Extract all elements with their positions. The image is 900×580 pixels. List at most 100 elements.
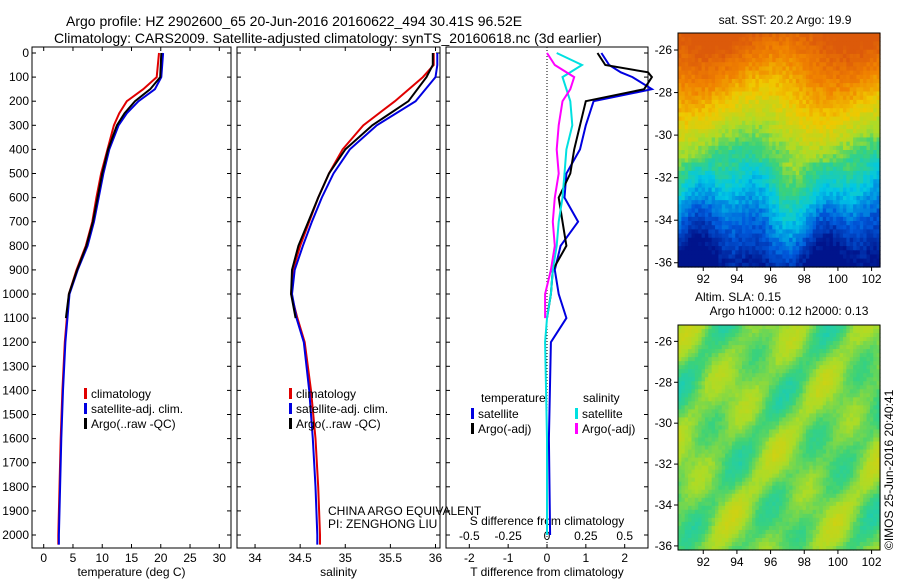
series-line [64, 52, 163, 319]
series-line [546, 52, 654, 319]
y-tick-label: -30 [655, 128, 673, 142]
y-tick-label: -26 [655, 334, 673, 348]
top-tick-label: 0.5 [616, 529, 633, 543]
x-tick-label: 0 [544, 551, 551, 565]
x-axis-label: T difference from climatology [470, 565, 624, 579]
y-tick-label: 1700 [2, 456, 29, 470]
legend-label: Argo(..raw -QC) [296, 417, 381, 431]
x-tick-label: 102 [862, 272, 882, 286]
y-tick-label: 1100 [3, 311, 29, 325]
profile-panel-2: 34 34.5 35 35.5 36 salinity climatologysatelli… [236, 46, 482, 579]
top-tick-label: 0 [544, 529, 551, 543]
credit-label: ©IMOS 25-Jun-2016 20:40:41 [882, 389, 896, 550]
x-tick-label: 25 [183, 551, 197, 565]
x-tick-label: 94 [730, 555, 744, 569]
legend-label: satellite [478, 407, 519, 421]
legend-label: climatology [296, 387, 356, 401]
y-tick-label: 400 [9, 142, 29, 156]
x-tick-label: 98 [798, 555, 812, 569]
series-line [547, 52, 655, 536]
x-tick-label: 35.5 [379, 551, 403, 565]
y-tick-label: 1400 [2, 383, 29, 397]
plot-frame [236, 46, 441, 549]
x-tick-label: 35 [339, 551, 353, 565]
y-tick-label: 900 [9, 263, 29, 277]
y-tick-label: -26 [655, 43, 673, 57]
legend-swatch [471, 408, 474, 419]
x-tick-label: 34.5 [288, 551, 312, 565]
legend-swatch [84, 388, 87, 399]
x-tick-label: 92 [697, 272, 711, 286]
profile-panel-1: 0100200300400500600700800900100011001200… [2, 46, 232, 579]
y-tick-label: 1800 [2, 480, 29, 494]
y-tick-label: 100 [9, 70, 29, 84]
y-tick-label: 300 [9, 118, 29, 132]
top-tick-label: 0.25 [574, 529, 598, 543]
y-tick-label: 1500 [2, 408, 29, 422]
x-tick-label: 100 [828, 272, 848, 286]
institution-line2: PI: ZENGHONG LIU [328, 517, 437, 531]
legend-label: satellite-adj. clim. [91, 402, 183, 416]
x-tick-label: 94 [730, 272, 744, 286]
x-tick-label: 2 [621, 551, 628, 565]
legend-label: climatology [91, 387, 151, 401]
y-tick-label: -36 [655, 539, 673, 553]
x-tick-label: -1 [503, 551, 514, 565]
y-tick-label: -34 [655, 498, 673, 512]
top-tick-label: -0.5 [459, 529, 480, 543]
x-tick-label: 96 [764, 555, 778, 569]
x-tick-label: 102 [862, 555, 882, 569]
legend-swatch [289, 418, 292, 429]
x-tick-label: 10 [96, 551, 110, 565]
y-tick-label: -28 [655, 375, 673, 389]
y-tick-label: 800 [9, 239, 29, 253]
difference-panel: -2 -1 0 1 2-0.5 -0.25 0 0.25 0.5S difference fro… [445, 46, 655, 579]
y-tick-label: 500 [9, 167, 29, 181]
y-tick-label: 200 [9, 94, 29, 108]
y-tick-label: -36 [655, 256, 673, 270]
y-tick-label: 1900 [2, 504, 29, 518]
series-line [290, 53, 439, 545]
legend-swatch [289, 403, 292, 414]
y-tick-label: 1000 [2, 287, 29, 301]
x-axis-label: salinity [320, 565, 357, 579]
legend-swatch [575, 423, 578, 434]
y-tick-label: 0 [22, 46, 29, 60]
figure-title-line1: Argo profile: HZ 2902600_65 20-Jun-2016 … [66, 13, 523, 29]
institution-line1: CHINA ARGO EQUIVALENT [328, 504, 482, 518]
x-tick-label: 34 [248, 551, 262, 565]
x-tick-label: 98 [798, 272, 812, 286]
x-tick-label: 36 [429, 551, 443, 565]
sla-map-title: Altim. SLA: 0.15 [695, 290, 781, 304]
legend-label: Argo(-adj) [582, 422, 635, 436]
legend-title-salinity: salinity [583, 391, 620, 405]
x-axis-label: temperature (deg C) [77, 565, 185, 579]
series-line [544, 52, 585, 535]
sla-map-subtitle: Argo h1000: 0.12 h2000: 0.13 [710, 304, 869, 318]
sst-map: 92 94 96 98 100 102 -26 -28 -30 -32 -34 -36 [655, 32, 882, 286]
sla-map: 92 94 96 98 100 102 -26 -28 -30 -32 -34 -36 [655, 324, 882, 569]
series-line [290, 53, 435, 545]
plot-frame [31, 46, 232, 549]
x-tick-label: 5 [70, 551, 77, 565]
series-line [57, 52, 165, 545]
x-tick-label: 20 [154, 551, 168, 565]
y-tick-label: 1200 [2, 335, 29, 349]
x-tick-label: 1 [583, 551, 590, 565]
y-tick-label: 1300 [2, 359, 29, 373]
x-tick-label: 92 [697, 555, 711, 569]
x-tick-label: 30 [213, 551, 227, 565]
x-tick-label: -2 [464, 551, 475, 565]
y-tick-label: -34 [655, 213, 673, 227]
series-line [57, 52, 160, 545]
legend-swatch [84, 403, 87, 414]
x-tick-label: 0 [40, 551, 47, 565]
top-tick-label: -0.25 [494, 529, 522, 543]
legend-label: Argo(-adj) [478, 422, 531, 436]
sst-map-title: sat. SST: 20.2 Argo: 19.9 [719, 13, 852, 27]
series-line [290, 53, 434, 319]
y-tick-label: 600 [9, 191, 29, 205]
legend-label: Argo(..raw -QC) [91, 417, 176, 431]
y-tick-label: 700 [9, 215, 29, 229]
